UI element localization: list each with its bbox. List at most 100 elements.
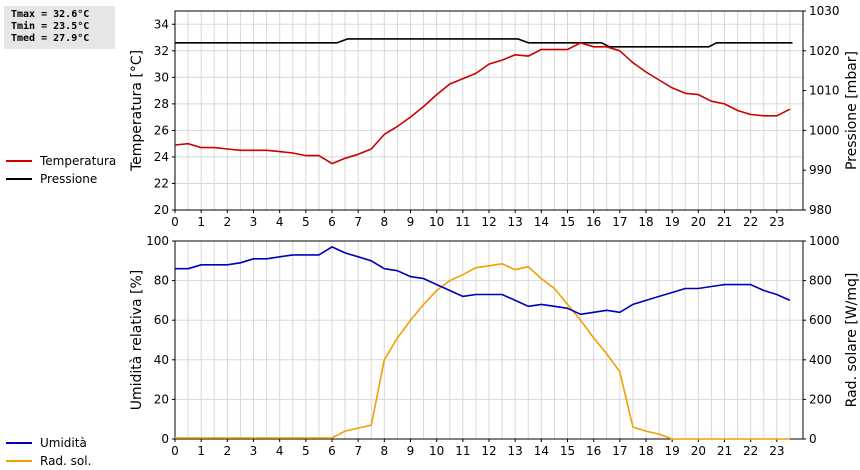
legend-label-pressione: Pressione xyxy=(40,172,98,186)
legend-swatch-rad-sol xyxy=(6,460,32,462)
series-line-umidit xyxy=(175,246,791,316)
x-tick-label: 20 xyxy=(691,444,706,458)
y-left-tick-label: 40 xyxy=(154,353,169,367)
x-tick-label: 13 xyxy=(508,215,523,229)
y-left-tick-label: 26 xyxy=(154,123,169,137)
x-tick-label: 7 xyxy=(354,444,362,458)
x-tick-label: 15 xyxy=(560,444,575,458)
x-tick-label: 16 xyxy=(586,444,601,458)
x-tick-label: 12 xyxy=(481,444,496,458)
series-line-pressione xyxy=(175,38,793,48)
x-tick-label: 3 xyxy=(250,444,258,458)
x-tick-label: 12 xyxy=(481,215,496,229)
legend-label-umidita: Umidità xyxy=(40,436,87,450)
y-left-tick-label: 34 xyxy=(154,17,169,31)
chart-top: 0 1 2 3 4 5 6 7 8 9 10 11 12 13 14 15 16 17 18 19 20 21 22 2320… xyxy=(129,4,860,229)
x-tick-label: 17 xyxy=(612,444,627,458)
x-tick-label: 0 xyxy=(171,444,179,458)
x-tick-label: 14 xyxy=(534,444,549,458)
y-right-axis-title: Pressione [mbar] xyxy=(844,51,860,170)
x-tick-label: 2 xyxy=(224,444,232,458)
x-tick-label: 4 xyxy=(276,444,284,458)
legend-item-temperatura: Temperatura xyxy=(6,152,116,170)
x-tick-label: 11 xyxy=(455,444,470,458)
x-tick-label: 0 xyxy=(171,215,179,229)
x-tick-label: 20 xyxy=(691,215,706,229)
y-left-tick-label: 32 xyxy=(154,44,169,58)
x-tick-label: 18 xyxy=(638,215,653,229)
tmed-text: Tmed = 27.9°C xyxy=(11,33,90,44)
y-right-axis-title: Rad. solare [W/mq] xyxy=(844,273,860,408)
legend-item-umidita: Umidità xyxy=(6,434,91,452)
x-tick-label: 8 xyxy=(381,444,389,458)
y-right-tick-label: 400 xyxy=(809,353,832,367)
y-left-tick-label: 24 xyxy=(154,150,169,164)
y-left-tick-label: 60 xyxy=(154,313,169,327)
y-right-tick-label: 800 xyxy=(809,274,832,288)
x-tick-label: 19 xyxy=(665,215,680,229)
y-left-tick-label: 20 xyxy=(154,203,169,217)
y-left-tick-label: 80 xyxy=(154,274,169,288)
x-tick-label: 3 xyxy=(250,215,258,229)
x-tick-label: 10 xyxy=(429,444,444,458)
y-right-tick-label: 990 xyxy=(809,163,832,177)
x-tick-label: 9 xyxy=(407,215,415,229)
x-tick-label: 6 xyxy=(328,444,336,458)
x-tick-label: 7 xyxy=(354,215,362,229)
charts-canvas: 0 1 2 3 4 5 6 7 8 9 10 11 12 13 14 15 16 17 18 19 20 21 22 2320… xyxy=(129,4,860,458)
x-tick-label: 21 xyxy=(717,444,732,458)
x-tick-label: 9 xyxy=(407,444,415,458)
stats-box: Tmax = 32.6°C Tmin = 23.5°C Tmed = 27.9°… xyxy=(4,6,115,49)
y-right-tick-label: 0 xyxy=(809,432,817,446)
x-tick-label: 5 xyxy=(302,215,310,229)
x-tick-label: 10 xyxy=(429,215,444,229)
tmin-text: Tmin = 23.5°C xyxy=(11,21,90,32)
legend-top: Temperatura Pressione xyxy=(6,152,116,188)
x-tick-label: 14 xyxy=(534,215,549,229)
y-left-tick-label: 20 xyxy=(154,392,169,406)
x-tick-label: 18 xyxy=(638,444,653,458)
y-left-axis-title: Temperatura [°C] xyxy=(129,50,145,172)
y-right-tick-label: 980 xyxy=(809,203,832,217)
x-tick-label: 8 xyxy=(381,215,389,229)
legend-swatch-pressione xyxy=(6,178,32,180)
x-tick-label: 5 xyxy=(302,444,310,458)
legend-swatch-umidita xyxy=(6,442,32,444)
x-tick-label: 21 xyxy=(717,215,732,229)
y-right-tick-label: 600 xyxy=(809,313,832,327)
series-line-temperatura xyxy=(174,41,791,165)
legend-label-temperatura: Temperatura xyxy=(40,154,117,168)
x-tick-label: 15 xyxy=(560,215,575,229)
legend-swatch-temperatura xyxy=(6,160,32,162)
y-left-tick-label: 30 xyxy=(154,70,169,84)
y-right-tick-label: 1000 xyxy=(809,123,840,137)
y-right-tick-label: 1030 xyxy=(809,4,840,18)
y-left-tick-label: 100 xyxy=(146,234,169,248)
x-tick-label: 4 xyxy=(276,215,284,229)
x-tick-label: 22 xyxy=(743,215,758,229)
x-tick-label: 1 xyxy=(197,444,205,458)
series-line-rad-sol xyxy=(175,262,790,440)
tmax-text: Tmax = 32.6°C xyxy=(11,9,90,20)
x-tick-label: 1 xyxy=(197,215,205,229)
y-right-tick-label: 1020 xyxy=(809,44,840,58)
y-right-tick-label: 200 xyxy=(809,392,832,406)
y-left-tick-label: 0 xyxy=(161,432,169,446)
x-tick-label: 19 xyxy=(665,444,680,458)
x-tick-label: 13 xyxy=(508,444,523,458)
x-tick-label: 23 xyxy=(769,444,784,458)
y-left-tick-label: 28 xyxy=(154,97,169,111)
y-right-tick-label: 1000 xyxy=(809,234,840,248)
y-left-tick-label: 22 xyxy=(154,176,169,190)
y-left-axis-title: Umidità relativa [%] xyxy=(129,270,145,411)
chart-bottom: 0 1 2 3 4 5 6 7 8 9 10 11 12 13 14 15 16 17 18 19 20 21 22 2302… xyxy=(129,234,860,458)
x-tick-label: 23 xyxy=(769,215,784,229)
x-tick-label: 17 xyxy=(612,215,627,229)
y-right-tick-label: 1010 xyxy=(809,84,840,98)
x-tick-label: 16 xyxy=(586,215,601,229)
x-tick-label: 22 xyxy=(743,444,758,458)
legend-item-pressione: Pressione xyxy=(6,170,116,188)
x-tick-label: 2 xyxy=(224,215,232,229)
x-tick-label: 6 xyxy=(328,215,336,229)
x-tick-label: 11 xyxy=(455,215,470,229)
